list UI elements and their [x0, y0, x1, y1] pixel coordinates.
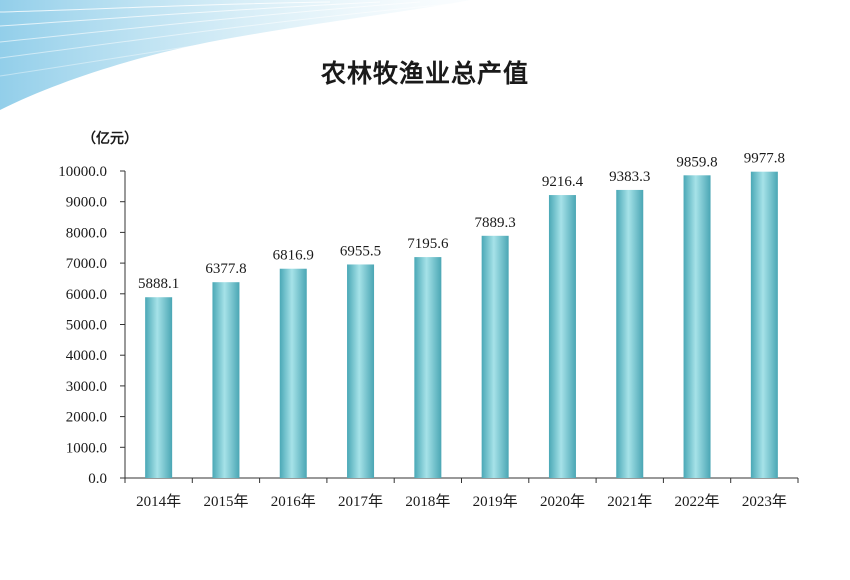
bar-value-label: 7889.3: [475, 215, 516, 231]
bar-value-label: 5888.1: [138, 276, 179, 292]
x-category-label: 2022年: [675, 493, 720, 510]
bar-value-label: 6816.9: [273, 248, 314, 264]
x-category-label: 2020年: [540, 493, 585, 510]
x-category-label: 2018年: [405, 493, 450, 510]
bar: [212, 282, 240, 478]
y-tick-label: 5000.0: [66, 318, 107, 334]
y-axis-unit-label: （亿元）: [82, 131, 138, 147]
x-category-label: 2014年: [136, 493, 181, 510]
bar: [616, 189, 644, 479]
y-tick-label: 6000.0: [66, 287, 107, 303]
x-category-label: 2019年: [473, 493, 518, 510]
bar-value-label: 9383.3: [609, 169, 650, 185]
bar: [414, 257, 442, 478]
y-tick-label: 0.0: [88, 471, 107, 487]
x-category-label: 2021年: [607, 493, 652, 510]
bar: [548, 195, 576, 478]
bar: [279, 268, 307, 478]
x-category-label: 2023年: [742, 493, 787, 510]
bar: [683, 175, 711, 478]
y-tick-label: 2000.0: [66, 410, 107, 426]
decorative-wave-header: [0, 0, 471, 110]
y-tick-label: 7000.0: [66, 256, 107, 272]
bar-value-label: 9859.8: [676, 154, 717, 170]
x-category-label: 2015年: [203, 493, 248, 510]
bar-value-label: 9216.4: [542, 174, 584, 190]
bar-value-label: 7195.6: [407, 236, 449, 252]
bar-value-label: 6955.5: [340, 243, 381, 259]
bar-value-label: 6377.8: [205, 261, 246, 277]
x-category-label: 2016年: [271, 493, 316, 510]
y-tick-label: 10000.0: [58, 164, 107, 180]
y-tick-label: 4000.0: [66, 348, 107, 364]
bar: [481, 235, 509, 478]
y-tick-label: 1000.0: [66, 440, 107, 456]
bar: [145, 297, 173, 478]
y-tick-label: 9000.0: [66, 195, 107, 211]
y-tick-label: 3000.0: [66, 379, 107, 395]
x-category-label: 2017年: [338, 493, 383, 510]
chart-title: 农林牧渔业总产值: [320, 59, 529, 88]
bar-value-label: 9977.8: [744, 151, 785, 167]
y-tick-label: 8000.0: [66, 225, 107, 241]
bar: [750, 171, 778, 479]
bar: [347, 264, 375, 478]
